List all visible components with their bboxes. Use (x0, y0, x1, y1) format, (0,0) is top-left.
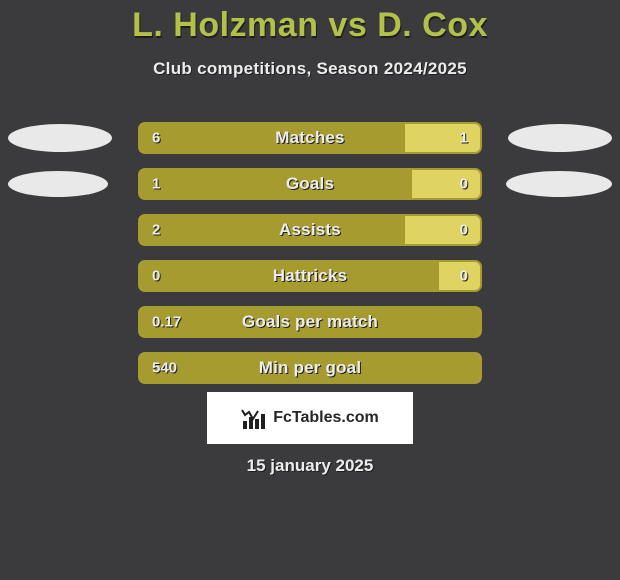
title-player1: L. Holzman (132, 6, 318, 44)
stat-label: Min per goal (140, 358, 480, 378)
stat-bar: 00Hattricks (138, 260, 482, 292)
bar-chart-icon (241, 407, 267, 429)
title-vs: vs (318, 6, 377, 44)
stat-row: 10Goals (0, 168, 620, 200)
stat-bar: 20Assists (138, 214, 482, 246)
stat-bar: 0.17Goals per match (138, 306, 482, 338)
title-player2: D. Cox (377, 6, 488, 44)
fctables-logo: FcTables.com (207, 392, 413, 444)
stat-label: Hattricks (140, 266, 480, 286)
page-title: L. Holzman vs D. Cox (0, 0, 620, 45)
logo-text: FcTables.com (273, 409, 379, 427)
stat-bar: 61Matches (138, 122, 482, 154)
stat-row: 61Matches (0, 122, 620, 154)
player-orb-left (8, 171, 108, 197)
stat-row: 00Hattricks (0, 260, 620, 292)
stat-row: 540Min per goal (0, 352, 620, 384)
stat-label: Matches (140, 128, 480, 148)
stat-label: Assists (140, 220, 480, 240)
date-label: 15 january 2025 (0, 456, 620, 476)
stat-bar: 10Goals (138, 168, 482, 200)
player-orb-right (508, 124, 612, 152)
stats-container: 61Matches 10Goals 20Assists 00Hattricks 0.17… (0, 122, 620, 398)
stat-label: Goals per match (140, 312, 480, 332)
stat-row: 20Assists (0, 214, 620, 246)
subtitle: Club competitions, Season 2024/2025 (0, 59, 620, 79)
stat-label: Goals (140, 174, 480, 194)
stat-bar: 540Min per goal (138, 352, 482, 384)
player-orb-right (506, 171, 612, 197)
player-orb-left (8, 124, 112, 152)
stat-row: 0.17Goals per match (0, 306, 620, 338)
